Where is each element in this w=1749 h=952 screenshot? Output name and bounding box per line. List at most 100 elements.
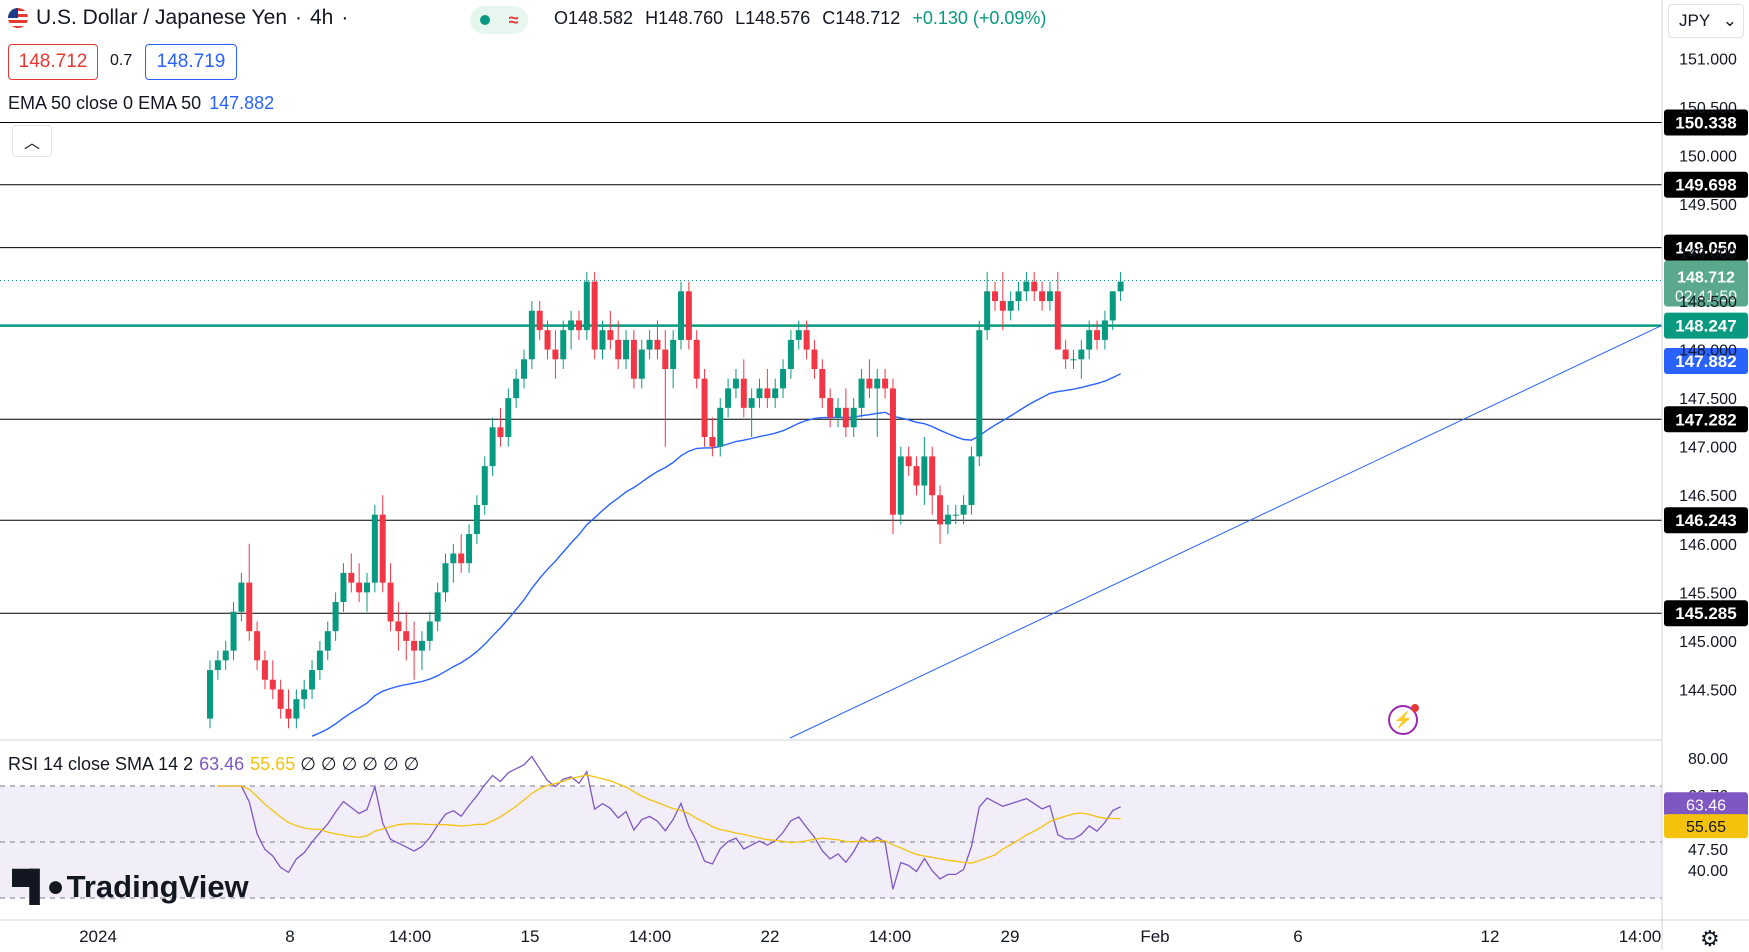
ema-label-bg bbox=[1664, 348, 1748, 375]
high-value: H148.760 bbox=[645, 8, 724, 28]
candle-body bbox=[874, 378, 881, 389]
candle-body bbox=[434, 592, 441, 622]
rsi-legend[interactable]: RSI 14 close SMA 14 2 63.46 55.65 ∅ ∅ ∅ ∅ … bbox=[8, 754, 419, 775]
candle-body bbox=[222, 650, 229, 661]
candle-body bbox=[591, 281, 598, 350]
last-price-bg bbox=[1664, 260, 1748, 307]
candle-body bbox=[505, 398, 512, 437]
logo-text: TradingView bbox=[66, 869, 249, 904]
ema-legend-label: EMA 50 close 0 EMA 50 bbox=[8, 93, 202, 113]
candle-body bbox=[481, 466, 488, 505]
candle-body bbox=[1039, 291, 1046, 302]
ema-legend-value: 147.882 bbox=[209, 93, 275, 113]
candle-body bbox=[238, 582, 245, 612]
candle-body bbox=[316, 650, 323, 671]
candle-body bbox=[678, 291, 684, 340]
candle-body bbox=[599, 330, 606, 350]
level-label: 149.698 bbox=[1675, 176, 1736, 195]
candle-body bbox=[1007, 301, 1014, 311]
time-tick-label: 29 bbox=[1001, 927, 1020, 946]
candle-body bbox=[630, 339, 637, 379]
candle-body bbox=[269, 679, 276, 690]
dot-separator: · bbox=[341, 6, 349, 29]
candle-body bbox=[850, 407, 857, 428]
currency-label: JPY bbox=[1679, 11, 1711, 30]
rsi-tick-label: 80.00 bbox=[1688, 751, 1728, 768]
rsi-value-label: 63.46 bbox=[1686, 797, 1726, 814]
buy-button[interactable]: 148.719 bbox=[145, 44, 237, 80]
close-value: C148.712 bbox=[822, 8, 901, 28]
chevron-up-icon: ︿ bbox=[23, 135, 40, 152]
delay-icon: ≈ bbox=[508, 9, 519, 30]
candle-body bbox=[944, 514, 951, 525]
price-tick-label: 149.000 bbox=[1679, 245, 1737, 262]
level-label: 145.285 bbox=[1675, 604, 1736, 623]
time-tick-label: 14:00 bbox=[389, 927, 432, 946]
candle-body bbox=[709, 436, 716, 447]
price-tick-label: 146.000 bbox=[1679, 537, 1737, 554]
time-tick-label: Feb bbox=[1140, 927, 1169, 946]
level-label-bg bbox=[1664, 406, 1748, 433]
price-tick-label: 147.500 bbox=[1679, 391, 1737, 408]
price-tick-label: 150.500 bbox=[1679, 100, 1737, 117]
symbol-title[interactable]: U.S. Dollar / Japanese Yen · 4h · bbox=[8, 6, 348, 30]
candle-body bbox=[411, 640, 418, 651]
rsi-tick-label: 47.50 bbox=[1688, 842, 1728, 859]
candle-body bbox=[324, 631, 331, 651]
candle-body bbox=[450, 553, 457, 564]
candle-body bbox=[921, 456, 928, 486]
tradingview-logo[interactable]: ▀▌● TradingView bbox=[12, 869, 249, 905]
candle-body bbox=[544, 330, 551, 350]
candle-body bbox=[1070, 359, 1077, 361]
ema-legend[interactable]: EMA 50 close 0 EMA 50 147.882 bbox=[8, 93, 274, 114]
rsi-legend-label: RSI 14 close SMA 14 2 bbox=[8, 754, 194, 774]
candle-body bbox=[536, 310, 543, 331]
candle-body bbox=[301, 689, 308, 700]
settings-gear-icon[interactable]: ⚙ bbox=[1700, 926, 1720, 951]
sell-button[interactable]: 148.712 bbox=[8, 44, 98, 80]
rsi-sma-legend-value: 55.65 bbox=[250, 754, 296, 774]
us-flag-icon bbox=[8, 8, 28, 28]
candle-body bbox=[246, 582, 253, 632]
spread-value: 0.7 bbox=[110, 52, 133, 69]
candle-body bbox=[992, 291, 998, 302]
lightning-icon[interactable]: ⚡ bbox=[1388, 704, 1419, 735]
candle-body bbox=[960, 504, 967, 515]
candle-body bbox=[254, 631, 261, 661]
candle-body bbox=[772, 388, 779, 399]
candle-body bbox=[717, 407, 724, 447]
time-tick-label: 15 bbox=[521, 927, 540, 946]
candle-body bbox=[403, 631, 410, 641]
last-price-label: 148.712 bbox=[1677, 269, 1735, 286]
price-tick-label: 151.000 bbox=[1679, 51, 1737, 68]
time-tick-label: 14:00 bbox=[869, 927, 912, 946]
time-tick-label: 12 bbox=[1481, 927, 1500, 946]
candle-body bbox=[638, 349, 645, 379]
collapse-legend-button[interactable]: ︿ bbox=[12, 125, 52, 157]
candle-body bbox=[685, 291, 692, 340]
level-label-bg bbox=[1664, 234, 1748, 261]
interval-label: 4h bbox=[310, 6, 334, 29]
candle-body bbox=[984, 291, 991, 331]
candle-body bbox=[489, 427, 496, 467]
level-label-bg bbox=[1664, 171, 1748, 198]
candle-body bbox=[756, 388, 763, 399]
candle-body bbox=[952, 514, 959, 516]
price-tick-label: 145.000 bbox=[1679, 634, 1737, 651]
rsi-legend-value: 63.46 bbox=[199, 754, 245, 774]
candle-body bbox=[207, 670, 213, 719]
price-tick-label: 150.000 bbox=[1679, 148, 1737, 165]
candle-body bbox=[371, 514, 378, 583]
candle-body bbox=[1062, 349, 1069, 360]
candle-body bbox=[725, 388, 732, 408]
market-status[interactable]: ≈ bbox=[470, 6, 528, 34]
currency-select[interactable]: JPY ⌄ bbox=[1668, 4, 1744, 38]
candle-body bbox=[277, 689, 284, 709]
candle-body bbox=[842, 407, 849, 428]
rsi-value-bg bbox=[1664, 792, 1748, 817]
level-label: 147.282 bbox=[1675, 410, 1736, 429]
candle-body bbox=[889, 388, 896, 515]
